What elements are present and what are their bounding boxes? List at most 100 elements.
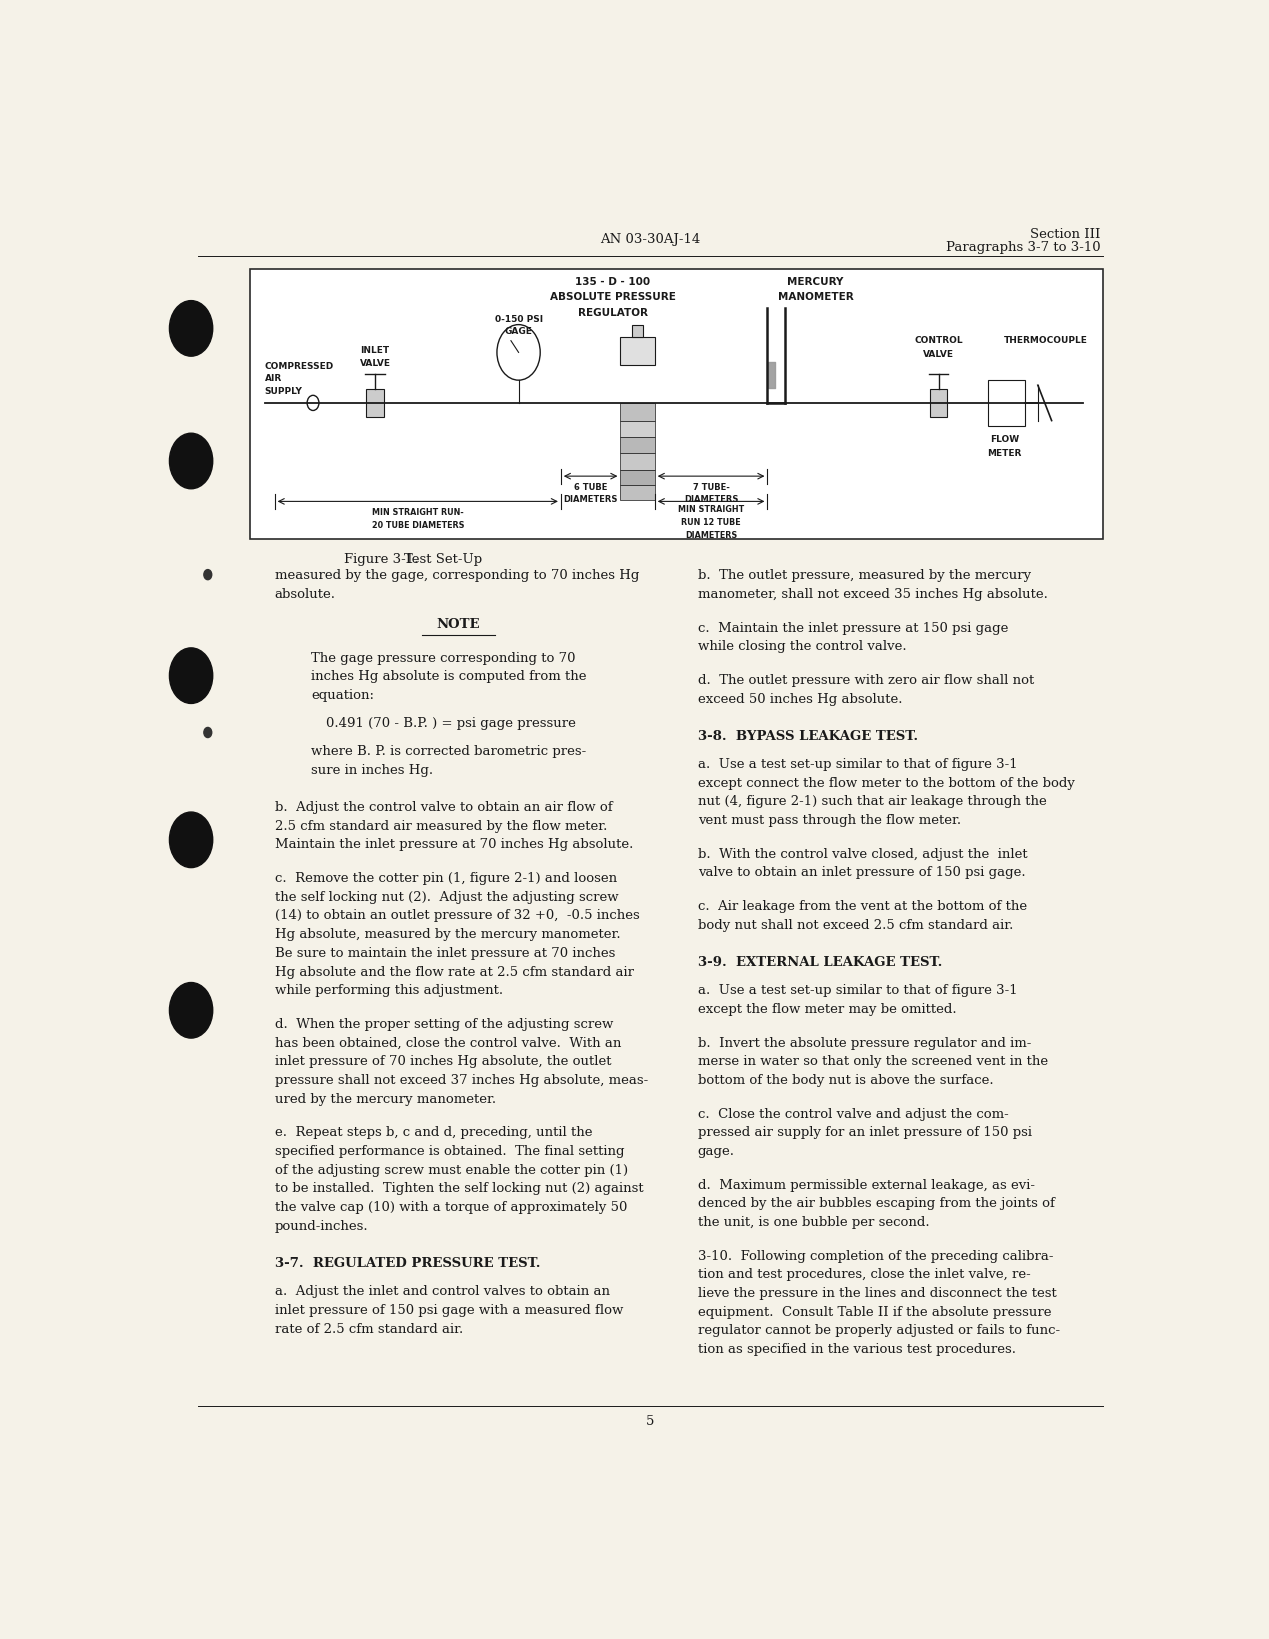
Text: nut (4, figure 2-1) such that air leakage through the: nut (4, figure 2-1) such that air leakag… <box>698 795 1047 808</box>
Text: MIN STRAIGHT: MIN STRAIGHT <box>678 505 744 515</box>
Text: AIR: AIR <box>265 374 282 384</box>
Text: Be sure to maintain the inlet pressure at 70 inches: Be sure to maintain the inlet pressure a… <box>274 946 615 959</box>
Text: MANOMETER: MANOMETER <box>778 292 854 302</box>
Text: the self locking nut (2).  Adjust the adjusting screw: the self locking nut (2). Adjust the adj… <box>274 890 618 903</box>
Text: 3-8.  BYPASS LEAKAGE TEST.: 3-8. BYPASS LEAKAGE TEST. <box>698 729 917 742</box>
Text: 20 TUBE DIAMETERS: 20 TUBE DIAMETERS <box>372 520 464 529</box>
Text: b.  The outlet pressure, measured by the mercury: b. The outlet pressure, measured by the … <box>698 569 1030 582</box>
Text: pressure shall not exceed 37 inches Hg absolute, meas-: pressure shall not exceed 37 inches Hg a… <box>274 1074 648 1087</box>
Text: a.  Use a test set-up similar to that of figure 3-1: a. Use a test set-up similar to that of … <box>698 757 1018 770</box>
Text: (14) to obtain an outlet pressure of 32 +0,  -0.5 inches: (14) to obtain an outlet pressure of 32 … <box>274 910 640 921</box>
Text: pressed air supply for an inlet pressure of 150 psi: pressed air supply for an inlet pressure… <box>698 1126 1032 1139</box>
Text: Hg absolute, measured by the mercury manometer.: Hg absolute, measured by the mercury man… <box>274 928 621 941</box>
Text: 6 TUBE: 6 TUBE <box>574 482 608 492</box>
Text: where B. P. is corrected barometric pres-: where B. P. is corrected barometric pres… <box>311 744 586 757</box>
Text: SUPPLY: SUPPLY <box>265 387 303 395</box>
Bar <box>621 470 655 485</box>
Bar <box>250 270 1103 539</box>
Text: valve to obtain an inlet pressure of 150 psi gage.: valve to obtain an inlet pressure of 150… <box>698 865 1025 879</box>
Text: THERMOCOUPLE: THERMOCOUPLE <box>1004 336 1088 346</box>
Text: pound-inches.: pound-inches. <box>274 1219 368 1233</box>
Text: 3-9.  EXTERNAL LEAKAGE TEST.: 3-9. EXTERNAL LEAKAGE TEST. <box>698 956 942 969</box>
Text: Figure 3-1.: Figure 3-1. <box>344 552 418 565</box>
Text: d.  When the proper setting of the adjusting screw: d. When the proper setting of the adjust… <box>274 1018 613 1031</box>
Text: b.  With the control valve closed, adjust the  inlet: b. With the control valve closed, adjust… <box>698 847 1027 860</box>
Text: has been obtained, close the control valve.  With an: has been obtained, close the control val… <box>274 1036 621 1049</box>
Text: body nut shall not exceed 2.5 cfm standard air.: body nut shall not exceed 2.5 cfm standa… <box>698 918 1013 931</box>
Text: 2.5 cfm standard air measured by the flow meter.: 2.5 cfm standard air measured by the flo… <box>274 820 607 833</box>
Text: VALVE: VALVE <box>923 351 954 359</box>
Text: denced by the air bubbles escaping from the joints of: denced by the air bubbles escaping from … <box>698 1196 1055 1210</box>
Text: bottom of the body nut is above the surface.: bottom of the body nut is above the surf… <box>698 1074 994 1087</box>
Text: merse in water so that only the screened vent in the: merse in water so that only the screened… <box>698 1054 1048 1067</box>
Text: FLOW: FLOW <box>990 434 1019 444</box>
Text: METER: METER <box>987 449 1022 457</box>
Circle shape <box>170 983 213 1039</box>
Text: NOTE: NOTE <box>437 618 481 631</box>
Circle shape <box>204 570 212 580</box>
Text: rate of 2.5 cfm standard air.: rate of 2.5 cfm standard air. <box>274 1321 463 1334</box>
Text: manometer, shall not exceed 35 inches Hg absolute.: manometer, shall not exceed 35 inches Hg… <box>698 588 1047 600</box>
Text: equation:: equation: <box>311 688 374 701</box>
Text: d.  Maximum permissible external leakage, as evi-: d. Maximum permissible external leakage,… <box>698 1178 1034 1192</box>
Text: a.  Adjust the inlet and control valves to obtain an: a. Adjust the inlet and control valves t… <box>274 1285 609 1298</box>
Text: inlet pressure of 70 inches Hg absolute, the outlet: inlet pressure of 70 inches Hg absolute,… <box>274 1054 612 1067</box>
Bar <box>621 403 655 421</box>
Text: ABSOLUTE PRESSURE: ABSOLUTE PRESSURE <box>549 292 676 302</box>
Bar <box>621 421 655 438</box>
Bar <box>621 454 655 470</box>
Text: while closing the control valve.: while closing the control valve. <box>698 639 906 652</box>
Text: except the flow meter may be omitted.: except the flow meter may be omitted. <box>698 1003 957 1015</box>
Bar <box>930 390 948 418</box>
Text: absolute.: absolute. <box>274 588 336 600</box>
Circle shape <box>170 434 213 490</box>
Text: measured by the gage, corresponding to 70 inches Hg: measured by the gage, corresponding to 7… <box>274 569 640 582</box>
Text: while performing this adjustment.: while performing this adjustment. <box>274 983 503 997</box>
Text: 0-150 PSI: 0-150 PSI <box>495 315 543 323</box>
Text: b.  Invert the absolute pressure regulator and im-: b. Invert the absolute pressure regulato… <box>698 1036 1030 1049</box>
Text: 135 - D - 100: 135 - D - 100 <box>575 277 651 287</box>
Text: INLET: INLET <box>360 346 390 356</box>
Text: the valve cap (10) with a torque of approximately 50: the valve cap (10) with a torque of appr… <box>274 1200 627 1213</box>
Bar <box>621 485 655 502</box>
Text: The gage pressure corresponding to 70: The gage pressure corresponding to 70 <box>311 651 576 664</box>
Text: except connect the flow meter to the bottom of the body: except connect the flow meter to the bot… <box>698 777 1075 790</box>
Text: vent must pass through the flow meter.: vent must pass through the flow meter. <box>698 813 961 826</box>
Text: 3-7.  REGULATED PRESSURE TEST.: 3-7. REGULATED PRESSURE TEST. <box>274 1257 541 1269</box>
Text: Section III: Section III <box>1030 228 1100 241</box>
Text: c.  Remove the cotter pin (1, figure 2-1) and loosen: c. Remove the cotter pin (1, figure 2-1)… <box>274 872 617 885</box>
Text: VALVE: VALVE <box>359 359 391 367</box>
Text: inlet pressure of 150 psi gage with a measured flow: inlet pressure of 150 psi gage with a me… <box>274 1303 623 1316</box>
Text: GAGE: GAGE <box>505 328 533 336</box>
Text: regulator cannot be properly adjusted or fails to func-: regulator cannot be properly adjusted or… <box>698 1324 1060 1336</box>
Bar <box>621 438 655 454</box>
Text: d.  The outlet pressure with zero air flow shall not: d. The outlet pressure with zero air flo… <box>698 674 1034 687</box>
Text: b.  Adjust the control valve to obtain an air flow of: b. Adjust the control valve to obtain an… <box>274 800 613 813</box>
Text: the unit, is one bubble per second.: the unit, is one bubble per second. <box>698 1214 929 1228</box>
Text: COMPRESSED: COMPRESSED <box>265 361 334 370</box>
Text: inches Hg absolute is computed from the: inches Hg absolute is computed from the <box>311 670 586 683</box>
Bar <box>621 338 655 365</box>
Text: e.  Repeat steps b, c and d, preceding, until the: e. Repeat steps b, c and d, preceding, u… <box>274 1126 593 1139</box>
Text: exceed 50 inches Hg absolute.: exceed 50 inches Hg absolute. <box>698 692 902 705</box>
Text: 0.491 (70 - B.P. ) = psi gage pressure: 0.491 (70 - B.P. ) = psi gage pressure <box>326 716 576 729</box>
Text: a.  Use a test set-up similar to that of figure 3-1: a. Use a test set-up similar to that of … <box>698 983 1018 997</box>
Text: ured by the mercury manometer.: ured by the mercury manometer. <box>274 1092 496 1105</box>
Text: Maintain the inlet pressure at 70 inches Hg absolute.: Maintain the inlet pressure at 70 inches… <box>274 838 633 851</box>
Text: MERCURY: MERCURY <box>787 277 844 287</box>
Text: REGULATOR: REGULATOR <box>577 308 648 318</box>
Circle shape <box>497 326 541 380</box>
Bar <box>367 390 383 418</box>
Text: specified performance is obtained.  The final setting: specified performance is obtained. The f… <box>274 1144 624 1157</box>
Text: c.  Maintain the inlet pressure at 150 psi gage: c. Maintain the inlet pressure at 150 ps… <box>698 621 1008 634</box>
Text: Test Set-Up: Test Set-Up <box>405 552 482 565</box>
Circle shape <box>170 813 213 869</box>
Text: 3-10.  Following completion of the preceding calibra-: 3-10. Following completion of the preced… <box>698 1249 1053 1262</box>
Text: c.  Close the control valve and adjust the com-: c. Close the control valve and adjust th… <box>698 1106 1009 1119</box>
Text: tion as specified in the various test procedures.: tion as specified in the various test pr… <box>698 1342 1015 1355</box>
Text: RUN 12 TUBE: RUN 12 TUBE <box>681 518 741 526</box>
Text: equipment.  Consult Table II if the absolute pressure: equipment. Consult Table II if the absol… <box>698 1305 1051 1318</box>
Text: CONTROL: CONTROL <box>914 336 963 346</box>
Text: AN 03-30AJ-14: AN 03-30AJ-14 <box>600 233 700 246</box>
Text: DIAMETERS: DIAMETERS <box>563 495 618 505</box>
